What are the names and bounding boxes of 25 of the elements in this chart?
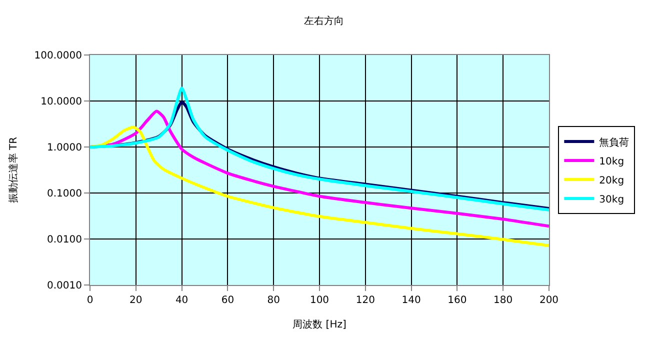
- x-tick-label: 140: [402, 295, 421, 306]
- line-series: [90, 126, 549, 248]
- y-tick-label: 0.1000: [47, 188, 82, 200]
- y-tick-label: 1.0000: [47, 142, 82, 154]
- x-tick-label: 60: [221, 295, 234, 306]
- x-tick-label: 180: [494, 295, 513, 306]
- x-tick-label: 80: [267, 295, 280, 306]
- x-tick-label: 20: [130, 295, 142, 306]
- x-tick-label: 120: [356, 295, 375, 306]
- x-tick-label: 40: [175, 295, 188, 306]
- legend-label: 無負荷: [599, 136, 630, 148]
- chart-title: 左右方向: [304, 15, 344, 28]
- y-tick-label: 100.0000: [34, 50, 82, 62]
- legend-label: 20kg: [599, 175, 624, 186]
- y-tick-label: 0.0100: [47, 234, 82, 246]
- x-tick-label: 160: [448, 295, 467, 306]
- x-axis-title: 周波数 [Hz]: [292, 318, 346, 330]
- x-tick-label: 200: [539, 295, 559, 306]
- y-tick-label: 0.0010: [47, 280, 82, 292]
- y-tick-label: 10.0000: [40, 96, 82, 108]
- legend-label: 10kg: [599, 156, 624, 168]
- legend-label: 30kg: [599, 194, 624, 206]
- x-tick-label: 0: [86, 295, 94, 306]
- y-axis-title: 振動伝達率 TR: [7, 136, 20, 204]
- x-tick-label: 100: [310, 295, 330, 306]
